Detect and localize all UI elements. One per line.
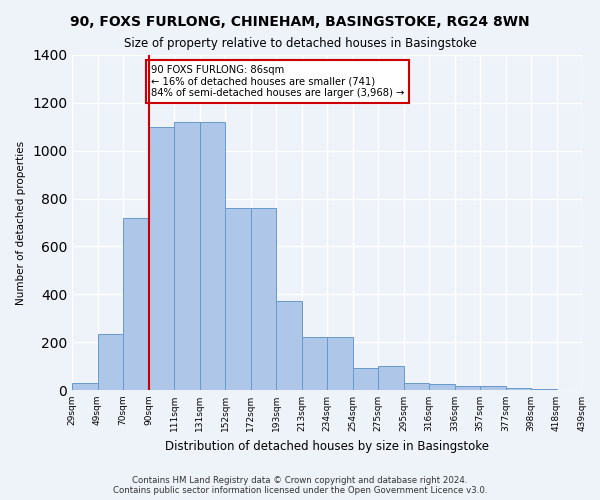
Text: 90, FOXS FURLONG, CHINEHAM, BASINGSTOKE, RG24 8WN: 90, FOXS FURLONG, CHINEHAM, BASINGSTOKE,… [70, 15, 530, 29]
Bar [302, 338, 327, 390]
Text: Size of property relative to detached houses in Basingstoke: Size of property relative to detached ho… [124, 38, 476, 51]
Bar [149, 127, 174, 390]
Bar [276, 302, 302, 390]
Bar [531, 389, 557, 390]
Bar [199, 122, 225, 390]
Bar [327, 338, 353, 390]
Bar [72, 383, 97, 390]
Bar [429, 384, 455, 390]
Bar [123, 218, 149, 390]
Bar [251, 208, 276, 390]
Text: 90 FOXS FURLONG: 86sqm
← 16% of detached houses are smaller (741)
84% of semi-de: 90 FOXS FURLONG: 86sqm ← 16% of detached… [151, 64, 404, 98]
Bar [225, 208, 251, 390]
X-axis label: Distribution of detached houses by size in Basingstoke: Distribution of detached houses by size … [165, 440, 489, 452]
Bar [505, 388, 531, 390]
Bar [455, 386, 480, 390]
Text: Contains HM Land Registry data © Crown copyright and database right 2024.
Contai: Contains HM Land Registry data © Crown c… [113, 476, 487, 495]
Bar [174, 122, 199, 390]
Bar [480, 386, 505, 390]
Bar [353, 368, 378, 390]
Bar [97, 334, 123, 390]
Bar [378, 366, 404, 390]
Bar [404, 383, 429, 390]
Y-axis label: Number of detached properties: Number of detached properties [16, 140, 26, 304]
